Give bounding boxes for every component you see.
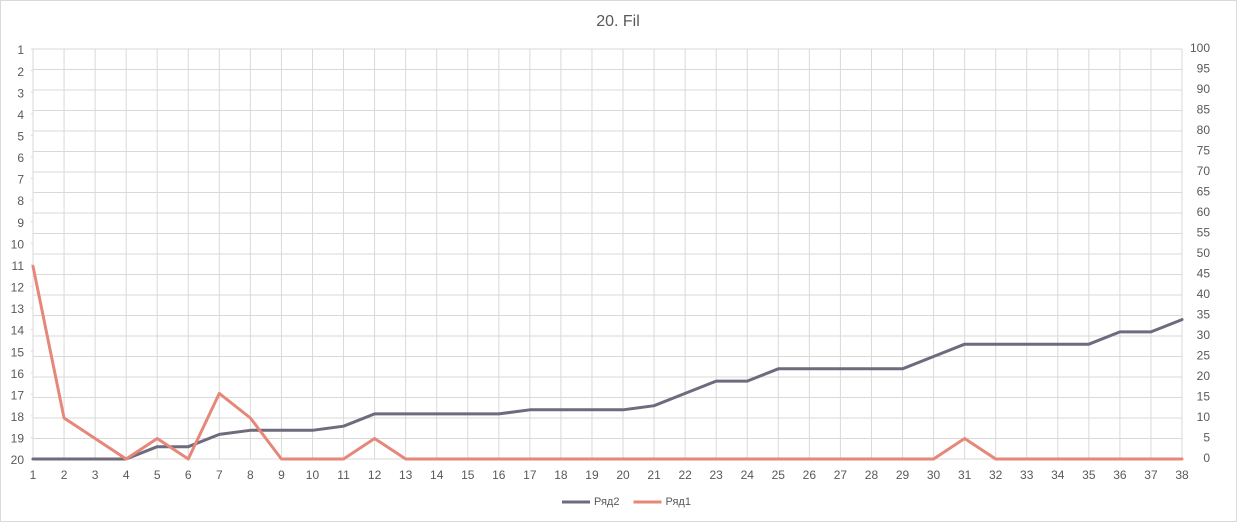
x-tick-label: 36	[1113, 468, 1127, 482]
x-tick-label: 22	[678, 468, 692, 482]
y-tick-label: 6	[17, 151, 24, 165]
y-tick-label: 15	[11, 345, 25, 359]
y2-tick-label: 25	[1197, 349, 1211, 363]
series-line	[31, 318, 1184, 461]
y-tick-label: 4	[17, 108, 24, 122]
y-tick-label: 18	[11, 410, 25, 424]
x-tick-label: 12	[368, 468, 382, 482]
x-tick-label: 33	[1020, 468, 1034, 482]
x-tick-label: 28	[865, 468, 879, 482]
y-tick-label: 10	[11, 237, 25, 251]
y-tick-label: 3	[17, 86, 24, 100]
y2-tick-label: 50	[1197, 246, 1211, 260]
y2-tick-label: 40	[1197, 287, 1211, 301]
x-tick-label: 15	[461, 468, 475, 482]
chart-title: 20. Fil	[596, 13, 640, 30]
x-tick-label: 14	[430, 468, 444, 482]
y2-tick-label: 95	[1197, 62, 1211, 76]
x-tick-label: 27	[834, 468, 848, 482]
y2-tick-label: 100	[1190, 41, 1210, 55]
y-tick-label: 12	[11, 281, 25, 295]
x-tick-label: 37	[1144, 468, 1158, 482]
x-tick-label: 17	[523, 468, 537, 482]
y2-tick-label: 20	[1197, 369, 1211, 383]
y-tick-label: 14	[11, 324, 25, 338]
x-tick-label: 23	[710, 468, 724, 482]
y-tick-label: 11	[12, 259, 25, 273]
y2-tick-label: 30	[1197, 328, 1211, 342]
series-line	[31, 264, 1184, 461]
x-tick-label: 18	[554, 468, 568, 482]
y2-tick-label: 90	[1197, 82, 1211, 96]
x-tick-label: 7	[216, 468, 223, 482]
y-tick-label: 2	[17, 65, 24, 79]
y-tick-label: 17	[11, 388, 25, 402]
y2-tick-label: 60	[1197, 205, 1211, 219]
y-tick-label: 19	[11, 432, 25, 446]
y-tick-label: 13	[11, 302, 25, 316]
y2-tick-label: 75	[1197, 144, 1211, 158]
y2-tick-label: 35	[1197, 308, 1211, 322]
y2-tick-label: 0	[1203, 451, 1210, 465]
x-tick-label: 2	[61, 468, 68, 482]
y2-tick-label: 80	[1197, 123, 1211, 137]
y2-tick-label: 45	[1197, 267, 1211, 281]
x-tick-label: 1	[30, 468, 37, 482]
y-tick-label: 7	[17, 173, 24, 187]
y2-tick-label: 70	[1197, 164, 1211, 178]
legend-label: Ряд1	[665, 496, 690, 508]
x-tick-label: 35	[1082, 468, 1096, 482]
y-tick-label: 16	[11, 367, 25, 381]
y2-tick-label: 5	[1203, 431, 1210, 445]
x-tick-label: 26	[803, 468, 817, 482]
x-tick-label: 10	[306, 468, 320, 482]
y-tick-label: 1	[17, 43, 24, 57]
x-tick-label: 16	[492, 468, 506, 482]
x-tick-label: 19	[585, 468, 599, 482]
y2-tick-label: 85	[1197, 103, 1211, 117]
x-tick-label: 30	[927, 468, 941, 482]
x-tick-label: 20	[616, 468, 630, 482]
legend-label: Ряд2	[594, 496, 619, 508]
y-tick-label: 8	[17, 194, 24, 208]
y2-tick-label: 15	[1197, 390, 1211, 404]
x-tick-label: 21	[647, 468, 661, 482]
x-tick-label: 9	[278, 468, 285, 482]
y-tick-label: 5	[17, 129, 24, 143]
y2-tick-label: 10	[1197, 410, 1211, 424]
x-tick-label: 24	[741, 468, 755, 482]
x-tick-label: 29	[896, 468, 910, 482]
x-tick-label: 8	[247, 468, 254, 482]
x-tick-label: 38	[1175, 468, 1189, 482]
y2-tick-label: 65	[1197, 185, 1211, 199]
x-tick-label: 6	[185, 468, 192, 482]
x-tick-label: 34	[1051, 468, 1065, 482]
x-tick-label: 4	[123, 468, 130, 482]
x-tick-label: 3	[92, 468, 99, 482]
x-tick-label: 32	[989, 468, 1003, 482]
y-tick-label: 20	[11, 453, 25, 467]
x-tick-label: 25	[772, 468, 786, 482]
y-tick-label: 9	[17, 216, 24, 230]
y2-tick-label: 55	[1197, 226, 1211, 240]
x-tick-label: 5	[154, 468, 161, 482]
x-tick-label: 13	[399, 468, 413, 482]
x-tick-label: 31	[958, 468, 972, 482]
x-tick-label: 11	[337, 468, 350, 482]
